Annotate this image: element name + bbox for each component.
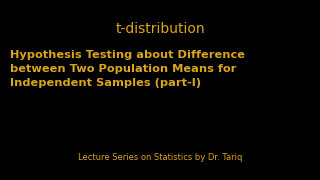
- Text: Lecture Series on Statistics by Dr. Tariq: Lecture Series on Statistics by Dr. Tari…: [78, 153, 242, 162]
- Text: Hypothesis Testing about Difference
between Two Population Means for
Independent: Hypothesis Testing about Difference betw…: [10, 50, 244, 88]
- Text: t-distribution: t-distribution: [115, 22, 205, 36]
